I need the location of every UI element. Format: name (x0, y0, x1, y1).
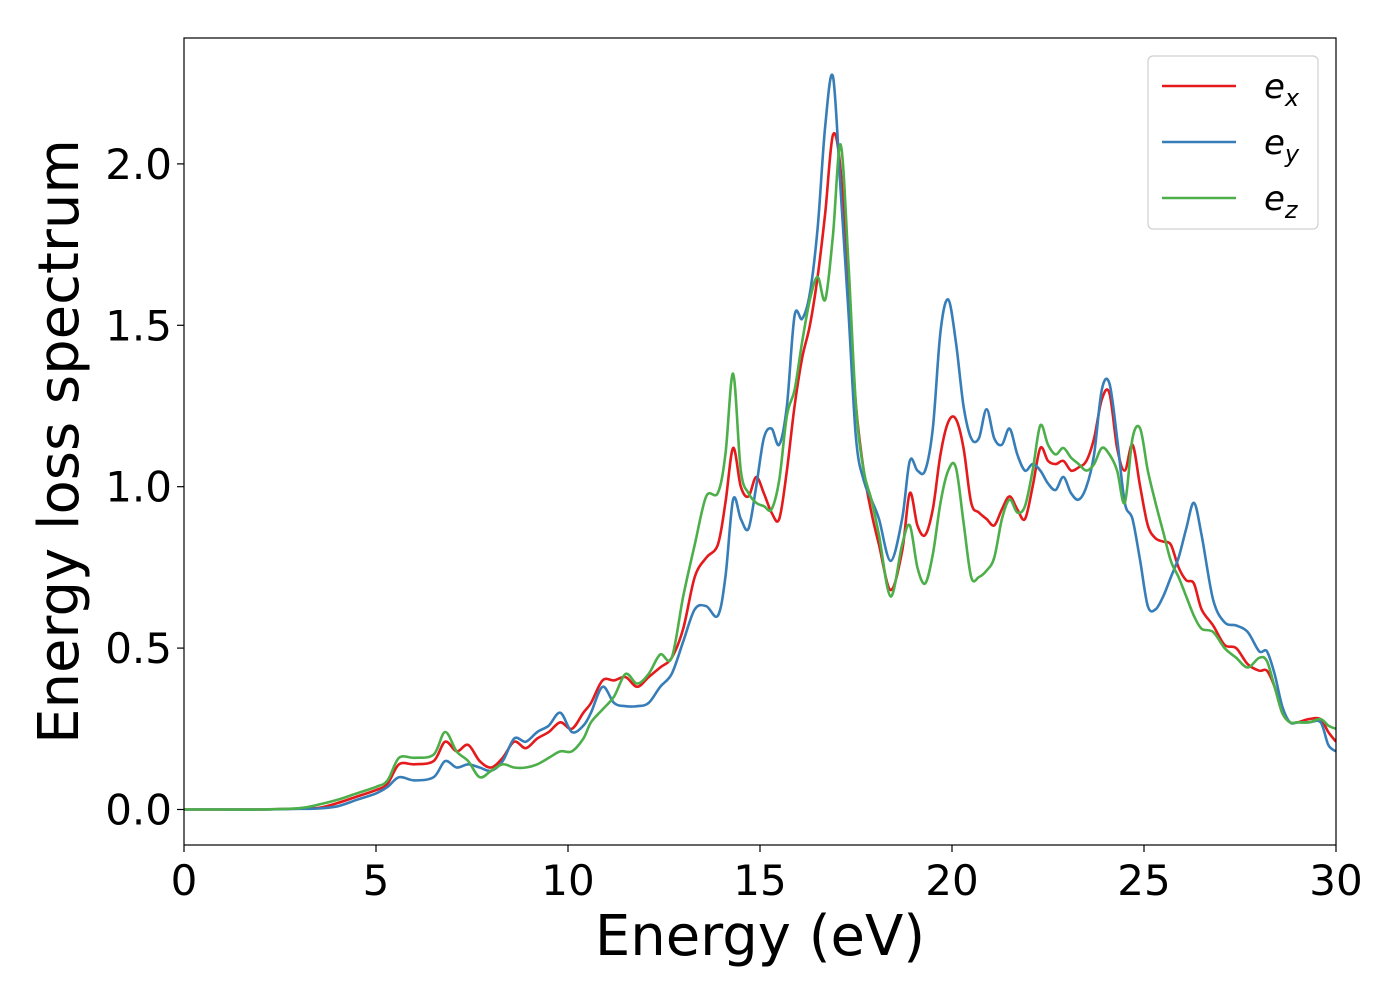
y-tick-label: 2.0 (105, 140, 172, 189)
x-tick-label: 10 (541, 856, 594, 905)
x-tick-label: 15 (733, 856, 786, 905)
x-tick-label: 25 (1117, 856, 1170, 905)
legend-label-x: ex (1264, 67, 1300, 112)
series-line-y (184, 73, 1336, 811)
legend-label-z: ez (1264, 179, 1299, 224)
series-layer (184, 73, 1336, 811)
series-line-x (184, 131, 1336, 811)
y-axis-label: Energy loss spectrum (27, 139, 92, 744)
legend-label-y: ey (1264, 123, 1300, 168)
x-axis-ticks: 0 5 10 15 20 25 30 (171, 845, 1363, 905)
y-tick-label: 0.5 (105, 624, 172, 673)
x-tick-label: 20 (925, 856, 978, 905)
y-axis-ticks: 0.0 0.5 1.0 1.5 2.0 (105, 140, 184, 834)
x-tick-label: 0 (171, 856, 198, 905)
legend: ex ey ez (1147, 55, 1319, 230)
y-tick-label: 1.0 (105, 463, 172, 512)
x-tick-label: 5 (363, 856, 390, 905)
y-tick-label: 0.0 (105, 785, 172, 834)
x-axis-label: Energy (eV) (595, 904, 925, 969)
x-tick-label: 30 (1309, 856, 1362, 905)
y-tick-label: 1.5 (105, 301, 172, 350)
series-line-z (184, 143, 1336, 811)
